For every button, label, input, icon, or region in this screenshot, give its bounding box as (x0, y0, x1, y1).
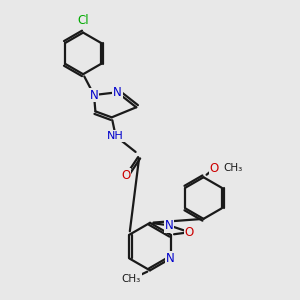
Text: O: O (121, 169, 130, 182)
Text: CH₃: CH₃ (224, 163, 243, 173)
Text: O: O (210, 162, 219, 175)
Text: NH: NH (107, 131, 124, 141)
Text: N: N (164, 219, 173, 232)
Text: N: N (164, 219, 173, 232)
Text: O: O (121, 169, 130, 182)
Text: N: N (113, 86, 122, 99)
Text: N: N (166, 252, 175, 265)
Text: N: N (113, 86, 122, 99)
Text: N: N (90, 88, 98, 101)
Text: N: N (90, 88, 98, 101)
Text: NH: NH (107, 131, 124, 141)
Text: CH₃: CH₃ (122, 274, 141, 284)
Text: O: O (210, 162, 219, 175)
Text: O: O (185, 226, 194, 239)
Text: Cl: Cl (77, 14, 89, 27)
Text: N: N (166, 252, 175, 265)
Text: Cl: Cl (77, 14, 89, 27)
Text: O: O (185, 226, 194, 239)
